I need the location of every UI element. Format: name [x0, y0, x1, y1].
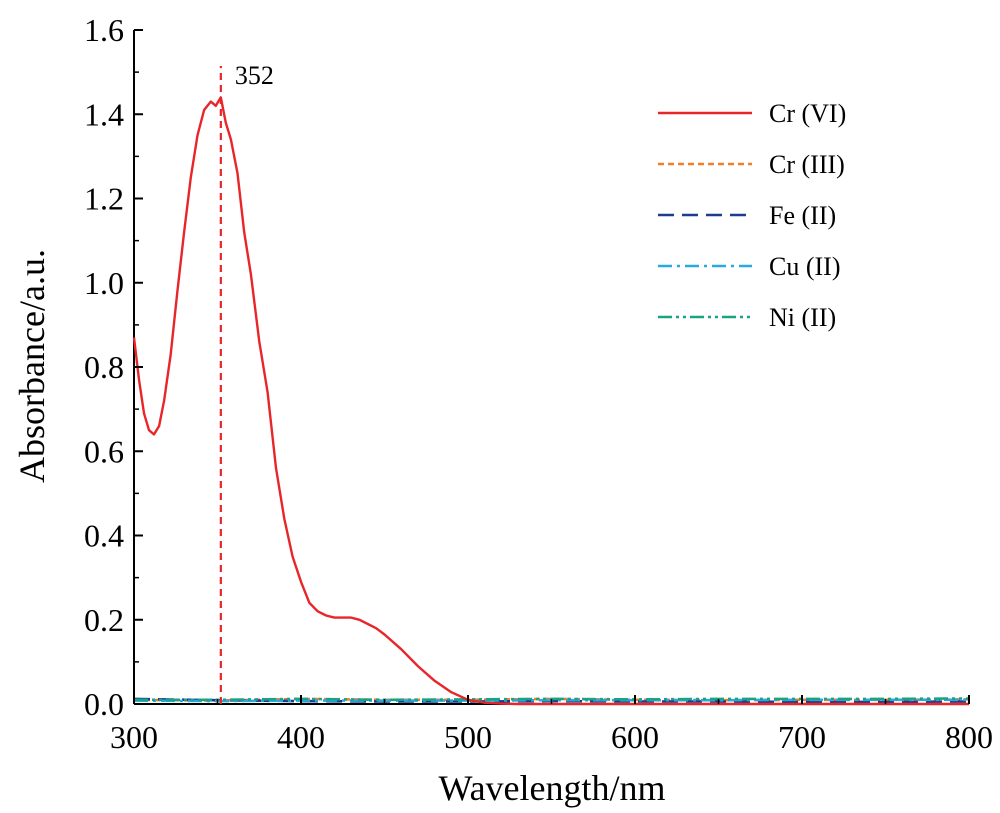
y-tick-label: 0.2: [84, 602, 124, 638]
legend-label-cu-ii: Cu (II): [769, 252, 840, 281]
x-tick-label: 500: [444, 719, 492, 755]
annotation-layer: 352: [219, 61, 274, 704]
y-tick-label: 1.2: [84, 181, 124, 217]
y-tick-label: 1.0: [84, 265, 124, 301]
x-tick-label: 700: [778, 719, 826, 755]
y-tick-label: 1.6: [84, 12, 124, 48]
legend-label-fe-ii: Fe (II): [769, 201, 836, 230]
x-axis-title: Wavelength/nm: [438, 768, 665, 808]
x-tick-label: 600: [611, 719, 659, 755]
y-tick-label: 0.6: [84, 433, 124, 469]
series-line-ni-ii: [134, 697, 970, 702]
y-axis-title: Absorbance/a.u.: [12, 249, 52, 483]
plot-frame: [133, 30, 969, 705]
legend: Cr (VI) Cr (III) Fe (II) Cu (II) Ni (II): [658, 99, 846, 332]
x-tick-label: 300: [110, 719, 158, 755]
y-tick-label: 0.4: [84, 518, 124, 554]
series-line-cr-vi: [132, 96, 969, 706]
y-tick-label: 0.0: [84, 686, 124, 722]
legend-label-cr-vi: Cr (VI): [769, 99, 846, 128]
y-tick-label: 1.4: [84, 96, 124, 132]
x-tick-label: 400: [277, 719, 325, 755]
ticks-layer: 300 400 500 600 700 800 0.0 0.2 0.4 0.6 0.8 1.0 1.2 1…: [84, 12, 993, 755]
legend-label-ni-ii: Ni (II): [769, 303, 836, 332]
x-tick-label: 800: [945, 719, 993, 755]
legend-label-cr-iii: Cr (III): [769, 150, 845, 179]
peak-label: 352: [235, 61, 274, 90]
series-layer: [132, 96, 970, 706]
y-tick-label: 0.8: [84, 349, 124, 385]
